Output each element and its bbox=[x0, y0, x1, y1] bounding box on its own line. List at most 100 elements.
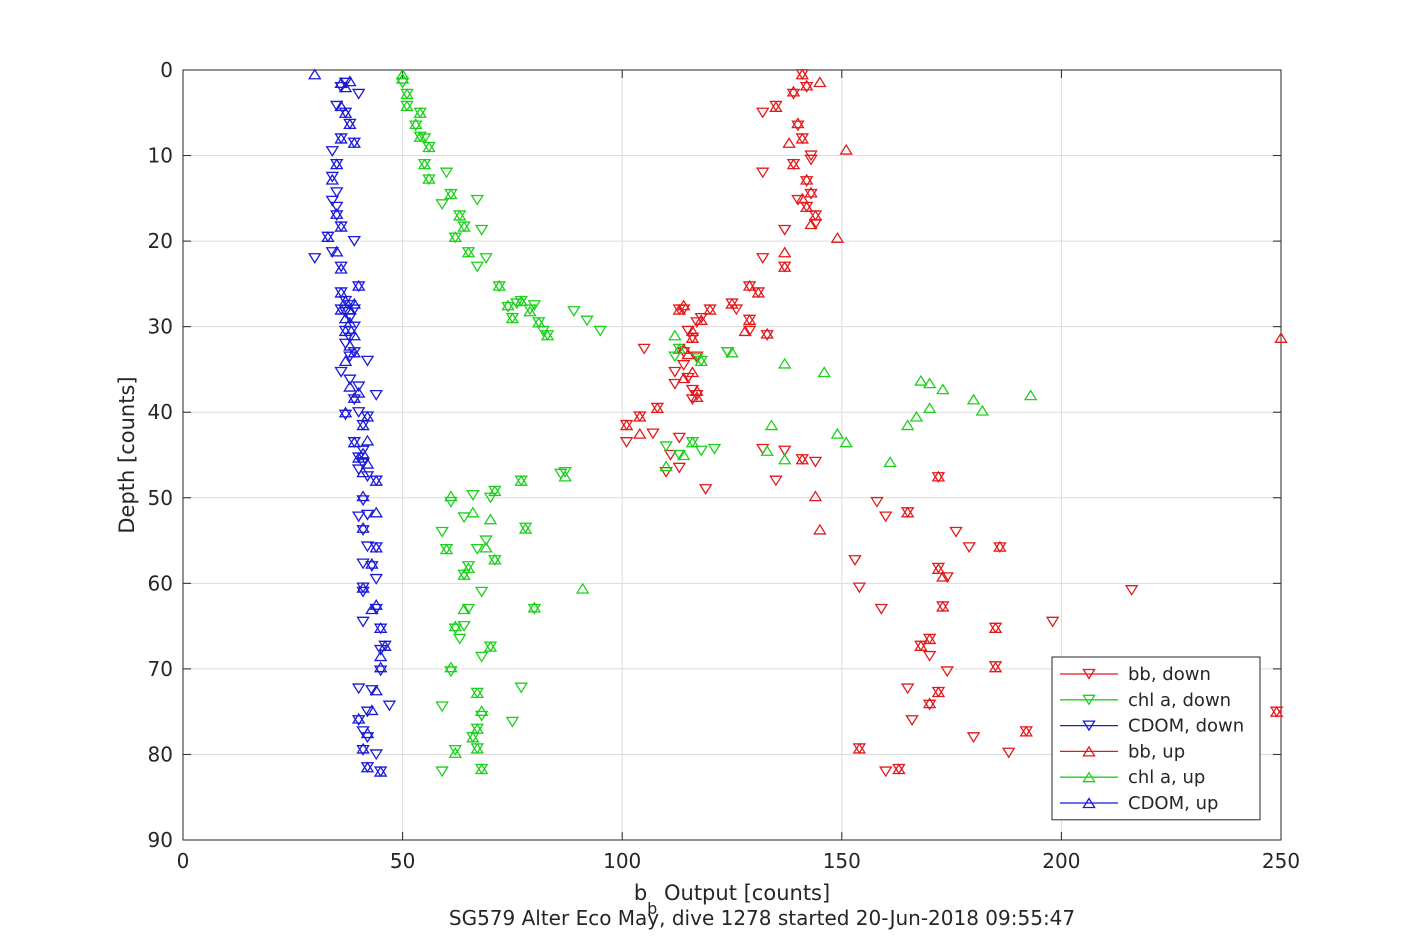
data-point bbox=[830, 231, 845, 243]
data-point bbox=[936, 383, 950, 395]
data-point bbox=[422, 172, 436, 184]
data-point bbox=[760, 444, 774, 456]
data-point bbox=[839, 143, 853, 155]
data-point bbox=[338, 406, 353, 418]
data-point bbox=[479, 253, 493, 264]
data-point bbox=[351, 381, 366, 393]
legend-item: bb, down bbox=[1060, 664, 1211, 685]
data-point bbox=[343, 374, 357, 386]
data-point bbox=[351, 511, 366, 523]
data-point bbox=[365, 685, 379, 697]
x-axis-label: bb Output [counts] bbox=[634, 881, 830, 918]
data-point bbox=[764, 419, 779, 431]
data-point bbox=[791, 194, 805, 206]
data-point bbox=[777, 224, 792, 236]
data-point bbox=[365, 603, 379, 615]
data-point bbox=[769, 101, 783, 112]
data-point bbox=[505, 716, 520, 728]
data-point bbox=[685, 366, 700, 378]
data-point bbox=[338, 312, 353, 324]
data-point bbox=[892, 763, 906, 775]
data-point bbox=[356, 616, 370, 628]
plot-area-frame bbox=[182, 69, 1282, 841]
data-point bbox=[343, 380, 357, 392]
data-point bbox=[672, 432, 687, 444]
data-point bbox=[694, 355, 709, 367]
y-axis-label: Depth [counts] bbox=[115, 376, 139, 533]
data-point bbox=[351, 279, 366, 291]
data-point bbox=[619, 437, 634, 448]
data-point bbox=[1045, 616, 1060, 628]
data-point bbox=[356, 742, 370, 754]
data-point bbox=[532, 316, 546, 328]
data-point bbox=[795, 68, 810, 80]
y-tick-label: 60 bbox=[148, 571, 173, 595]
y-tick-label: 90 bbox=[148, 828, 173, 852]
legend-item: chl a, up bbox=[1060, 767, 1205, 788]
data-point bbox=[804, 154, 818, 166]
data-point bbox=[479, 541, 493, 553]
data-point bbox=[883, 456, 897, 467]
data-point bbox=[329, 245, 344, 257]
data-point bbox=[325, 146, 340, 158]
data-point bbox=[668, 378, 682, 390]
data-point bbox=[334, 262, 348, 274]
series-3 bbox=[619, 68, 1288, 775]
data-point bbox=[931, 686, 946, 698]
data-point bbox=[356, 521, 370, 533]
data-point bbox=[461, 562, 476, 574]
data-point bbox=[373, 765, 388, 777]
x-tick-label: 250 bbox=[1262, 849, 1300, 873]
data-point bbox=[448, 231, 463, 242]
data-point bbox=[351, 386, 366, 398]
data-point bbox=[347, 436, 362, 448]
data-point bbox=[461, 561, 476, 572]
data-point bbox=[444, 496, 458, 508]
data-point bbox=[365, 557, 379, 569]
data-point bbox=[325, 173, 340, 185]
data-point bbox=[1124, 585, 1139, 596]
data-point bbox=[457, 620, 471, 632]
data-point bbox=[690, 391, 704, 402]
data-point bbox=[804, 218, 818, 230]
data-point bbox=[444, 188, 458, 200]
data-point bbox=[461, 603, 476, 615]
data-markers bbox=[308, 68, 1288, 778]
data-point bbox=[360, 761, 375, 773]
data-point bbox=[457, 603, 471, 615]
data-point bbox=[922, 697, 937, 709]
data-point bbox=[523, 304, 537, 316]
data-point bbox=[672, 462, 687, 474]
data-point bbox=[672, 343, 687, 355]
data-point bbox=[356, 445, 370, 457]
data-point bbox=[488, 485, 502, 497]
data-point bbox=[804, 186, 818, 198]
data-point bbox=[466, 506, 480, 518]
data-point bbox=[360, 457, 375, 469]
data-point bbox=[668, 329, 682, 341]
data-point bbox=[356, 419, 370, 431]
data-point bbox=[343, 303, 357, 315]
data-point bbox=[799, 79, 814, 91]
y-tick-label: 10 bbox=[148, 144, 173, 168]
data-point bbox=[808, 490, 823, 502]
data-point bbox=[593, 325, 607, 337]
data-point bbox=[308, 68, 322, 80]
data-point bbox=[966, 732, 981, 744]
data-point bbox=[329, 201, 344, 213]
data-point bbox=[343, 75, 357, 87]
data-point bbox=[334, 77, 348, 88]
data-point bbox=[488, 553, 502, 565]
data-point bbox=[1001, 747, 1016, 759]
data-point bbox=[518, 522, 533, 534]
data-point bbox=[760, 330, 774, 341]
data-point bbox=[870, 496, 884, 508]
data-point bbox=[369, 749, 383, 761]
legend-item: bb, up bbox=[1060, 741, 1185, 762]
data-point bbox=[417, 158, 432, 170]
data-point bbox=[1274, 332, 1288, 343]
data-point bbox=[351, 88, 366, 100]
data-point bbox=[659, 466, 673, 478]
data-point bbox=[676, 360, 691, 371]
data-point bbox=[672, 449, 687, 461]
